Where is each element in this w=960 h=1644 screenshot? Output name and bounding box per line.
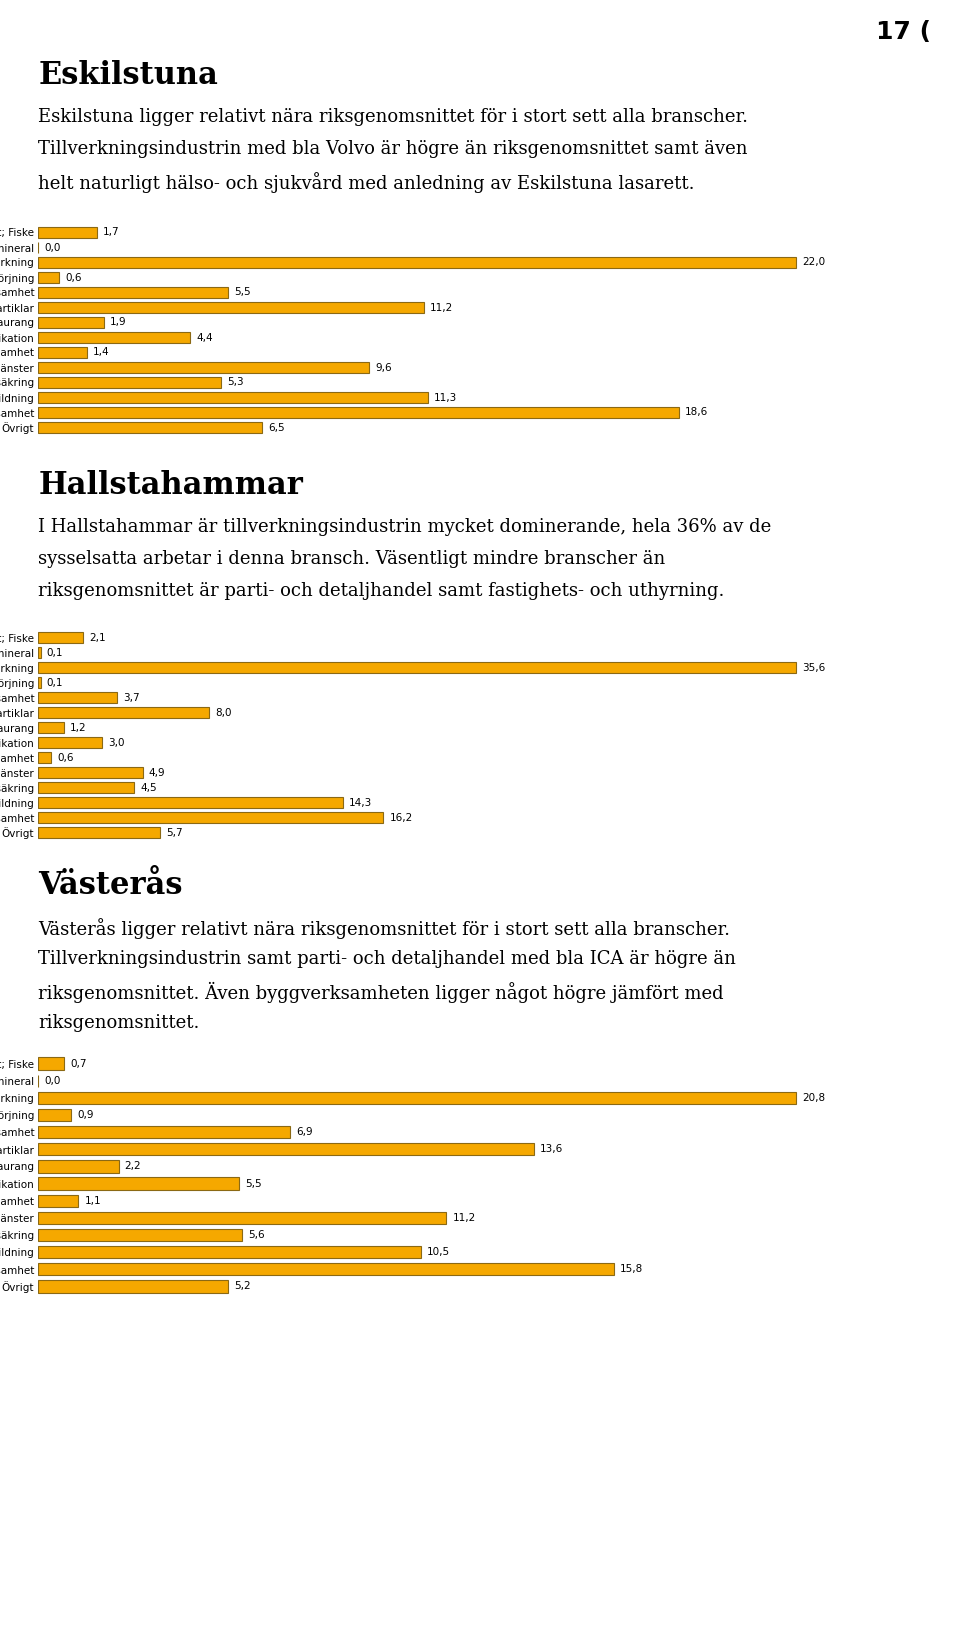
Bar xyxy=(38,332,190,344)
Bar xyxy=(38,692,117,704)
Text: 5,2: 5,2 xyxy=(234,1281,251,1292)
Text: 0,1: 0,1 xyxy=(47,648,63,658)
Bar xyxy=(38,1195,79,1207)
Bar xyxy=(38,393,428,403)
Text: riksgenomsnittet. Även byggverksamheten ligger något högre jämfört med: riksgenomsnittet. Även byggverksamheten … xyxy=(38,981,724,1003)
Text: 11,2: 11,2 xyxy=(430,302,453,312)
Text: 17 (: 17 ( xyxy=(876,20,931,44)
Bar xyxy=(38,227,97,238)
Text: 22,0: 22,0 xyxy=(803,258,826,268)
Bar xyxy=(38,1228,243,1241)
Bar xyxy=(38,1281,228,1292)
Text: Tillverkningsindustrin med bla Volvo är högre än riksgenomsnittet samt även: Tillverkningsindustrin med bla Volvo är … xyxy=(38,140,748,158)
Text: 4,4: 4,4 xyxy=(196,332,213,342)
Text: 18,6: 18,6 xyxy=(685,408,708,418)
Text: Hallstahammar: Hallstahammar xyxy=(38,470,303,501)
Text: 0,9: 0,9 xyxy=(77,1110,94,1120)
Text: 5,3: 5,3 xyxy=(228,378,244,388)
Text: 13,6: 13,6 xyxy=(540,1144,564,1154)
Bar xyxy=(38,751,51,763)
Bar xyxy=(38,347,86,358)
Bar xyxy=(38,1126,290,1138)
Bar xyxy=(38,812,383,824)
Bar xyxy=(38,302,424,312)
Bar xyxy=(38,663,796,672)
Text: 16,2: 16,2 xyxy=(390,812,413,822)
Bar xyxy=(38,797,343,807)
Text: 8,0: 8,0 xyxy=(215,707,231,717)
Bar xyxy=(38,288,228,298)
Bar xyxy=(38,783,134,792)
Bar xyxy=(38,376,221,388)
Text: 5,7: 5,7 xyxy=(166,827,182,837)
Text: 1,1: 1,1 xyxy=(84,1195,101,1205)
Text: 1,4: 1,4 xyxy=(93,347,109,357)
Bar xyxy=(38,362,369,373)
Text: 11,2: 11,2 xyxy=(452,1213,476,1223)
Bar xyxy=(38,256,796,268)
Bar xyxy=(38,1177,239,1190)
Text: Eskilstuna: Eskilstuna xyxy=(38,59,218,90)
Bar xyxy=(38,1212,446,1225)
Text: 0,0: 0,0 xyxy=(44,1075,60,1085)
Bar xyxy=(38,1108,71,1121)
Text: 1,7: 1,7 xyxy=(103,227,120,237)
Text: 1,9: 1,9 xyxy=(109,317,127,327)
Text: 35,6: 35,6 xyxy=(803,663,826,672)
Text: 0,6: 0,6 xyxy=(65,273,82,283)
Text: 2,1: 2,1 xyxy=(89,633,106,643)
Text: Tillverkningsindustrin samt parti- och detaljhandel med bla ICA är högre än: Tillverkningsindustrin samt parti- och d… xyxy=(38,950,736,968)
Text: 6,5: 6,5 xyxy=(269,423,285,432)
Text: 3,7: 3,7 xyxy=(123,692,140,702)
Text: 2,2: 2,2 xyxy=(125,1161,141,1172)
Text: 5,6: 5,6 xyxy=(249,1230,265,1240)
Text: 15,8: 15,8 xyxy=(620,1264,643,1274)
Bar xyxy=(38,827,159,838)
Text: 0,0: 0,0 xyxy=(44,243,60,253)
Bar xyxy=(38,648,40,658)
Bar xyxy=(38,1143,534,1156)
Text: 0,1: 0,1 xyxy=(47,677,63,687)
Bar xyxy=(38,423,262,432)
Bar xyxy=(38,768,143,778)
Text: 5,5: 5,5 xyxy=(245,1179,261,1189)
Text: riksgenomsnittet.: riksgenomsnittet. xyxy=(38,1014,200,1032)
Bar xyxy=(38,707,208,718)
Text: I Hallstahammar är tillverkningsindustrin mycket dominerande, hela 36% av de: I Hallstahammar är tillverkningsindustri… xyxy=(38,518,772,536)
Bar xyxy=(38,1092,796,1105)
Text: Västerås ligger relativt nära riksgenomsnittet för i stort sett alla branscher.: Västerås ligger relativt nära riksgenoms… xyxy=(38,917,731,939)
Bar xyxy=(38,737,103,748)
Text: helt naturligt hälso- och sjukvård med anledning av Eskilstuna lasarett.: helt naturligt hälso- och sjukvård med a… xyxy=(38,173,695,192)
Text: 4,5: 4,5 xyxy=(140,783,156,792)
Bar xyxy=(38,1263,614,1276)
Bar xyxy=(38,677,40,687)
Bar xyxy=(38,1161,119,1172)
Text: 1,2: 1,2 xyxy=(70,722,86,733)
Text: 0,7: 0,7 xyxy=(70,1059,86,1069)
Text: 11,3: 11,3 xyxy=(434,393,457,403)
Text: 3,0: 3,0 xyxy=(108,738,125,748)
Bar xyxy=(38,631,84,643)
Bar xyxy=(38,273,60,283)
Text: 9,6: 9,6 xyxy=(375,362,392,373)
Text: 5,5: 5,5 xyxy=(234,288,251,298)
Text: sysselsatta arbetar i denna bransch. Väsentligt mindre branscher än: sysselsatta arbetar i denna bransch. Väs… xyxy=(38,551,665,567)
Text: Eskilstuna ligger relativt nära riksgenomsnittet för i stort sett alla branscher: Eskilstuna ligger relativt nära riksgeno… xyxy=(38,109,749,127)
Bar xyxy=(38,1246,421,1258)
Text: 4,9: 4,9 xyxy=(149,768,165,778)
Text: 14,3: 14,3 xyxy=(348,797,372,807)
Bar xyxy=(38,1057,64,1070)
Bar xyxy=(38,722,64,733)
Text: 20,8: 20,8 xyxy=(803,1093,826,1103)
Text: 10,5: 10,5 xyxy=(427,1248,450,1258)
Text: riksgenomsnittet är parti- och detaljhandel samt fastighets- och uthyrning.: riksgenomsnittet är parti- och detaljhan… xyxy=(38,582,725,600)
Bar xyxy=(38,317,104,327)
Text: 0,6: 0,6 xyxy=(58,753,74,763)
Text: Västerås: Västerås xyxy=(38,870,183,901)
Text: 6,9: 6,9 xyxy=(296,1128,313,1138)
Bar xyxy=(38,408,679,418)
